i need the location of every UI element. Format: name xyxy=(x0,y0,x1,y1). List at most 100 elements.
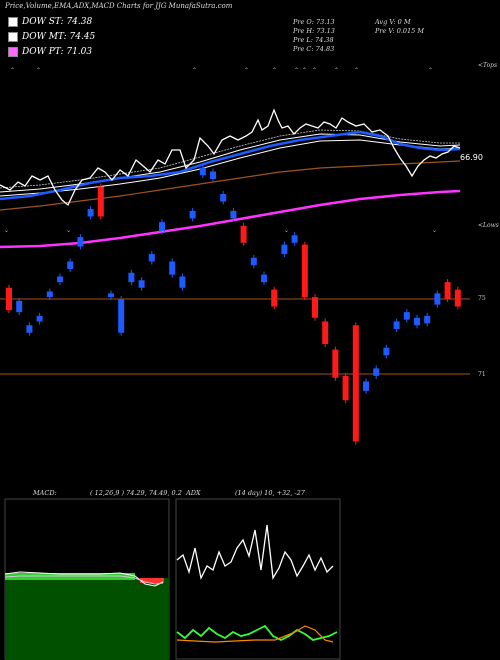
candle-body xyxy=(454,289,461,307)
macd-line xyxy=(4,571,164,587)
candle-body xyxy=(363,381,369,391)
legend-label: DOW MT: 74.45 xyxy=(22,32,96,42)
tick-mark: ⌃ xyxy=(302,67,307,74)
candle-body xyxy=(322,321,329,344)
candle-body xyxy=(148,254,155,262)
candle-body xyxy=(403,312,410,320)
candle-body xyxy=(128,272,135,283)
chart-title: Price,Volume,EMA,ADX,MACD Charts for JJG… xyxy=(5,2,232,10)
tick-mark: ⌃ xyxy=(334,67,339,74)
level-66-label: 66.90 xyxy=(460,153,483,162)
adx-line xyxy=(176,625,334,643)
macd-params: ( 12,26,9 ) 74.29, 74.49, 0.2 xyxy=(90,489,182,497)
candle-body xyxy=(36,315,43,322)
candle-body xyxy=(424,315,431,324)
candle-body xyxy=(291,235,298,243)
macd-signal-line xyxy=(4,575,164,585)
adx-params: (14 day) 10, +32, -27 xyxy=(235,489,305,497)
candle-body xyxy=(67,261,74,269)
pre-high: Pre H: 73.13 xyxy=(293,27,335,35)
lows-label: <Lows xyxy=(478,222,499,229)
candle-body xyxy=(332,349,339,378)
ema-white-upper xyxy=(0,129,460,189)
candle-body xyxy=(352,325,359,442)
candle-body xyxy=(250,257,257,266)
legend-dow-mt: DOW MT: 74.45 xyxy=(8,32,95,42)
pre-low: Pre L: 74.38 xyxy=(293,36,334,44)
level-75-label: 75 xyxy=(478,295,486,302)
adx-plus-di-line xyxy=(176,524,334,580)
candle-body xyxy=(220,194,227,202)
macd-area xyxy=(5,578,169,660)
ema-blue-line xyxy=(0,130,461,201)
tops-label: <Tops xyxy=(478,62,498,69)
pre-open: Pre O: 73.13 xyxy=(293,18,335,26)
adx-label: ADX xyxy=(186,489,201,497)
tick-mark: ⌄ xyxy=(160,227,165,234)
candle-body xyxy=(230,210,237,219)
candle-body xyxy=(169,261,176,275)
candle-body xyxy=(16,300,23,313)
candle-body xyxy=(87,209,94,217)
tick-mark: ⌃ xyxy=(312,67,317,74)
tick-mark: ⌃ xyxy=(36,67,41,74)
candle-body xyxy=(57,276,63,283)
candle-body xyxy=(159,222,165,232)
candle-body xyxy=(108,293,114,298)
candle-body xyxy=(373,368,380,376)
candle-body xyxy=(210,171,216,179)
candle-body xyxy=(383,347,390,356)
candle-body xyxy=(6,287,12,311)
tick-mark: ⌄ xyxy=(66,227,71,234)
tick-mark: ⌃ xyxy=(192,67,197,74)
legend-dow-pt: DOW PT: 71.03 xyxy=(8,47,92,57)
candle-body xyxy=(301,244,308,298)
chart-title-text: Price,Volume,EMA,ADX,MACD Charts for JJG xyxy=(5,2,167,10)
candle-body xyxy=(46,291,53,298)
candle-body xyxy=(118,299,125,333)
candle-body xyxy=(138,280,145,288)
legend-dow-st: DOW ST: 74.38 xyxy=(8,17,92,27)
pre-close: Pre C: 74.83 xyxy=(293,45,335,53)
candle-body xyxy=(261,274,267,283)
level-71-label: 71 xyxy=(478,371,486,378)
candle-body xyxy=(414,317,420,326)
candle-body xyxy=(444,282,451,299)
tick-mark: ⌃ xyxy=(272,67,277,74)
legend-label: DOW PT: 71.03 xyxy=(22,47,93,57)
tick-mark: ⌄ xyxy=(4,227,9,234)
legend-swatch xyxy=(8,32,18,42)
site-name: MunafaSutra.com xyxy=(168,2,233,10)
adx-minus-di-line xyxy=(176,624,338,642)
candle-body xyxy=(312,297,318,318)
candle-body xyxy=(434,293,441,305)
candle-body xyxy=(179,276,186,288)
candle-body xyxy=(199,167,206,176)
legend-swatch xyxy=(8,47,18,57)
candle-body xyxy=(271,289,278,307)
candle-body xyxy=(342,375,349,401)
tick-mark: ⌃ xyxy=(354,67,359,74)
ema-brown-line xyxy=(0,160,461,211)
macd-label: MACD: xyxy=(33,489,57,497)
tick-mark: ⌃ xyxy=(244,67,249,74)
tick-mark: ⌄ xyxy=(284,227,289,234)
pre-volume: Pre V: 0.015 M xyxy=(375,27,425,35)
candle-body xyxy=(240,225,247,243)
tick-mark: ⌃ xyxy=(294,67,299,74)
tick-mark: ⌄ xyxy=(432,227,437,234)
candle-body xyxy=(26,325,33,333)
legend-swatch xyxy=(8,17,18,27)
candle-body xyxy=(393,321,400,329)
legend-label: DOW ST: 74.38 xyxy=(22,17,93,27)
candle-body xyxy=(189,210,196,219)
candle-body xyxy=(77,237,84,247)
tick-mark: ⌃ xyxy=(428,67,433,74)
price-line xyxy=(0,108,461,207)
tick-mark: ⌃ xyxy=(10,67,15,74)
macd-negative-band xyxy=(140,578,164,583)
candle-body xyxy=(281,244,288,254)
